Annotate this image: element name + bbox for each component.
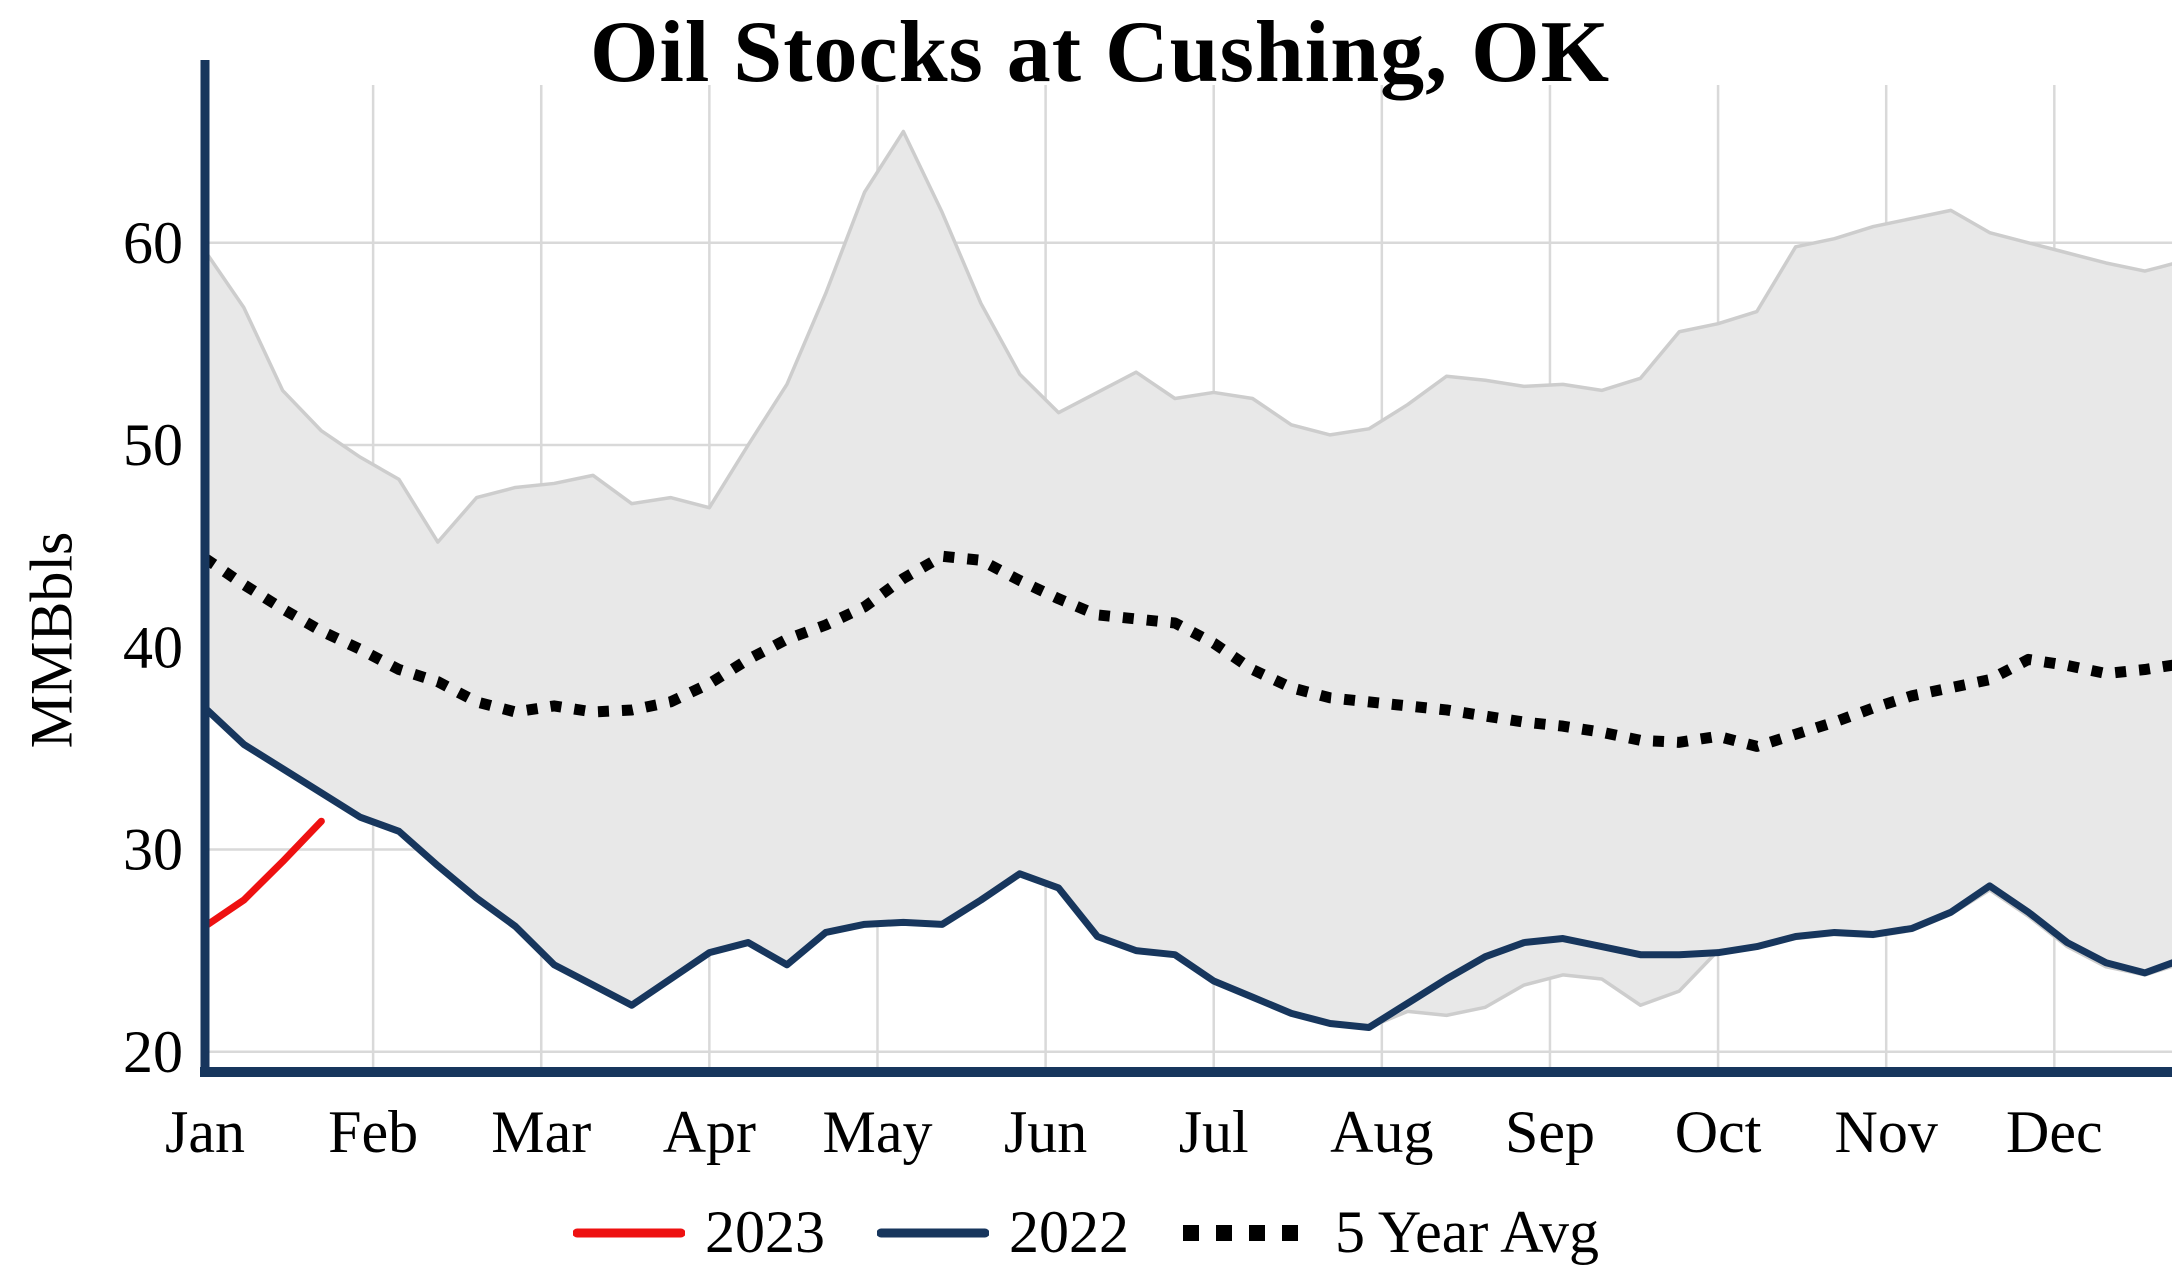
- x-tick-label: Jul: [1179, 1099, 1249, 1165]
- legend-label-2023: 2023: [705, 1199, 826, 1265]
- x-tick-label: Sep: [1505, 1099, 1595, 1165]
- y-tick-label: 30: [123, 817, 183, 883]
- series-2022-line: [201, 704, 2172, 1032]
- x-tick-label: Aug: [1330, 1099, 1433, 1165]
- chart-legend: 2023 2022 5 Year Avg: [0, 1198, 2172, 1267]
- legend-line-2022-swatch: [877, 1228, 990, 1237]
- x-tick-label: Jun: [1004, 1099, 1087, 1165]
- chart-title: Oil Stocks at Cushing, OK: [589, 4, 1611, 101]
- y-tick-label: 50: [123, 412, 183, 478]
- x-tick-label: Apr: [663, 1099, 756, 1165]
- y-axis-label: MMBbls: [18, 531, 85, 749]
- legend-item-2023: 2023: [573, 1198, 825, 1267]
- x-tick-label: Feb: [328, 1099, 418, 1165]
- legend-item-5-year-avg: 5 Year Avg: [1181, 1198, 1599, 1267]
- y-tick-label: 60: [123, 210, 183, 276]
- x-tick-label: Nov: [1835, 1099, 1938, 1165]
- x-tick-label: Mar: [491, 1099, 591, 1165]
- series-5-year-avg-line: [201, 550, 2172, 752]
- legend-line-2023-swatch: [573, 1228, 686, 1237]
- legend-item-2022: 2022: [877, 1198, 1129, 1267]
- band-max-edge: [203, 129, 2172, 544]
- legend-label-5-year-avg: 5 Year Avg: [1335, 1199, 1599, 1265]
- y-tick-label: 20: [123, 1019, 183, 1085]
- y-tick-label: 40: [123, 614, 183, 680]
- legend-dotted-swatch: [1183, 1224, 1316, 1241]
- x-tick-label: Oct: [1675, 1099, 1762, 1165]
- five-year-range-band: [205, 131, 2172, 1028]
- legend-label-2022: 2022: [1009, 1199, 1130, 1265]
- x-tick-label: Dec: [2006, 1099, 2103, 1165]
- series-2023-line: [201, 817, 325, 930]
- x-tick-label: Jan: [165, 1099, 245, 1165]
- x-tick-label: May: [822, 1099, 932, 1165]
